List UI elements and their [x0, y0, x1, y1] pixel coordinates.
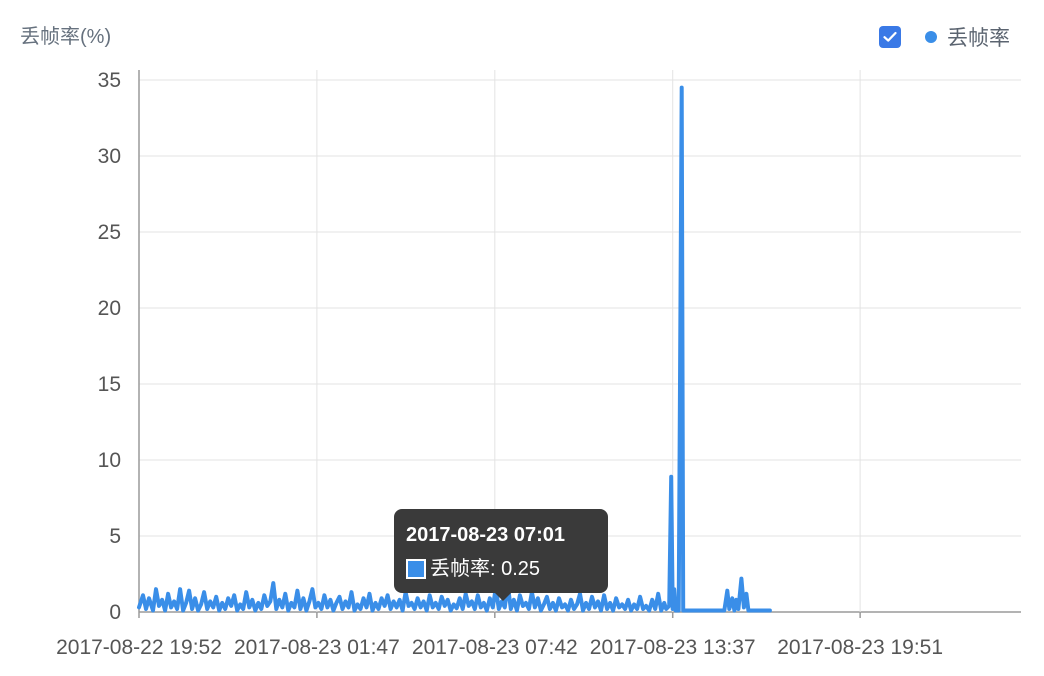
x-tick-label: 2017-08-23 19:51 — [777, 636, 943, 659]
y-tick-label: 20 — [98, 297, 121, 320]
y-tick-label: 15 — [98, 373, 121, 396]
legend-label[interactable]: 丢帧率 — [947, 27, 1010, 50]
y-tick-label: 30 — [98, 145, 121, 168]
y-axis-title: 丢帧率(%) — [20, 26, 112, 48]
tooltip-label: 丢帧率: 0.25 — [430, 558, 541, 580]
checkmark-icon — [883, 31, 897, 42]
y-tick-label: 0 — [109, 601, 121, 624]
y-tick-label: 10 — [98, 449, 121, 472]
x-tick-label: 2017-08-23 07:42 — [412, 636, 578, 659]
y-tick-label: 35 — [98, 69, 121, 92]
x-tick-label: 2017-08-23 13:37 — [590, 636, 756, 659]
legend: 丢帧率 — [879, 22, 1010, 52]
tooltip: 2017-08-23 07:01 丢帧率: 0.25 — [394, 509, 608, 601]
tooltip-row: 丢帧率: 0.25 — [406, 557, 596, 581]
legend-checkbox[interactable] — [879, 26, 901, 48]
tooltip-title: 2017-08-23 07:01 — [406, 524, 566, 546]
x-tick-label: 2017-08-23 01:47 — [234, 636, 400, 659]
x-tick-label: 2017-08-22 19:52 — [56, 636, 222, 659]
series-line — [137, 85, 772, 613]
legend-dot-icon — [925, 31, 937, 43]
y-tick-label: 5 — [109, 525, 121, 548]
tooltip-swatch-icon — [406, 559, 426, 579]
y-tick-label: 25 — [98, 221, 121, 244]
